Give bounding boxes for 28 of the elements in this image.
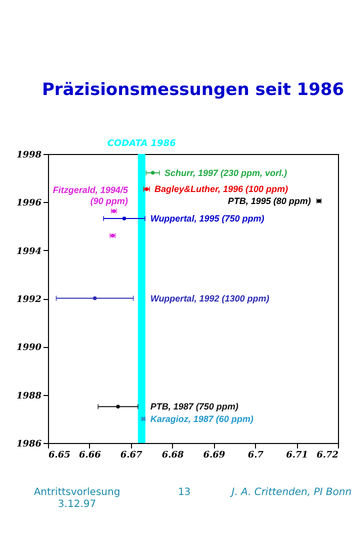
y-tick-label: 1992: [16, 295, 42, 305]
text: Wuppertal, 1992 (1300 ppm): [150, 293, 270, 304]
x-tick-label: 6.67: [120, 450, 144, 460]
x-tick-label: 6.7: [248, 450, 264, 460]
text: 13: [178, 487, 191, 498]
y-tick-label: 1994: [16, 246, 42, 257]
y-tick-label: 1990: [16, 343, 42, 354]
x-tick-label: 6.68: [162, 450, 184, 460]
y-tick-label: 1986: [16, 440, 42, 450]
band-label: CODATA 1986: [107, 139, 176, 149]
series-label: PTB, 1995 (80 ppm): [228, 196, 311, 206]
series-label: Schurr, 1997 (230 ppm, vorl.): [164, 168, 288, 178]
x-tick-label: 6.71: [286, 450, 308, 460]
series-label: Bagley&Luther, 1996 (100 ppm): [154, 184, 288, 194]
y-tick-label: 1988: [16, 391, 42, 402]
x-tick-label: 6.72: [316, 450, 338, 460]
text: Antrittsvorlesung 3.12.97: [34, 487, 120, 510]
x-tick-label: 6.69: [203, 450, 226, 460]
y-tick-label: 1998: [16, 150, 42, 160]
y-tick-label: 1996: [16, 198, 42, 209]
chart-title: Präzisionsmessungen seit 1986: [42, 80, 344, 100]
text: Wuppertal, 1995 (750 ppm): [150, 214, 264, 224]
series-label: Fitzgerald, 1994/5 (90 ppm): [52, 185, 129, 206]
series-label: Karagioz, 1987 (60 ppm): [150, 414, 254, 424]
x-tick-label: 6.66: [78, 450, 102, 460]
text: PTB, 1987 (750 ppm): [150, 402, 238, 412]
text: J. A. Crittenden, PI Bonn: [230, 487, 352, 498]
x-tick-label: 6.65: [48, 450, 70, 460]
